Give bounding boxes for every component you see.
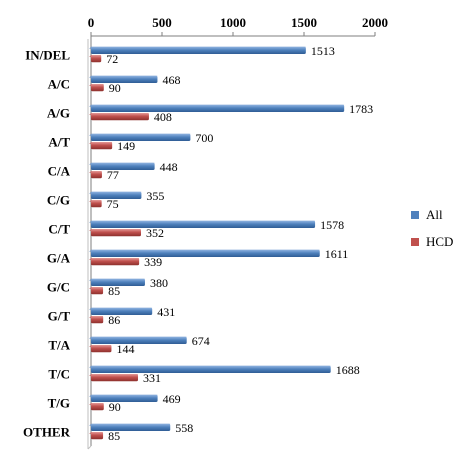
bar-hcd [91,316,104,324]
data-label-all: 674 [192,334,210,348]
legend: All HCD [411,207,453,249]
data-label-all: 1513 [311,44,335,58]
bar-all [91,133,191,141]
category-label: G/T [48,309,71,324]
bar-hcd [91,229,141,237]
category-label: OTHER [23,425,71,440]
x-tick-label: 0 [88,15,95,30]
data-label-all: 700 [195,131,213,145]
bars-layer [89,46,345,440]
data-label-hcd: 90 [109,400,121,414]
data-label-hcd: 90 [109,81,121,95]
data-label-hcd: 85 [108,284,120,298]
data-label-hcd: 72 [106,52,118,66]
legend-swatch-hcd [411,238,419,246]
bar-all [91,394,158,402]
bar-all [91,423,171,431]
bar-hcd [91,432,104,440]
data-label-all: 469 [163,392,181,406]
category-label: G/A [47,251,71,266]
x-tick-label: 2000 [362,15,388,30]
bar-hcd [91,171,102,179]
data-label-all: 355 [146,189,164,203]
bar-hcd [91,84,104,92]
data-label-all: 1578 [320,218,344,232]
data-label-hcd: 149 [117,139,135,153]
data-label-hcd: 339 [144,255,162,269]
bar-hcd [91,374,139,382]
category-label: G/C [47,280,70,295]
x-tick-label: 1500 [291,15,317,30]
data-label-all: 558 [175,421,193,435]
data-label-all: 1783 [349,102,373,116]
data-label-hcd: 77 [107,168,119,182]
data-label-all: 1688 [336,363,360,377]
data-label-all: 431 [157,305,175,319]
bar-hcd [91,200,102,208]
category-label: C/G [47,193,70,208]
bar-all [91,162,155,170]
data-label-hcd: 86 [108,313,120,327]
data-label-hcd: 144 [116,342,134,356]
data-label-hcd: 75 [107,197,119,211]
category-label: A/T [48,135,70,150]
category-label: T/C [48,367,70,382]
bar-hcd [91,258,140,266]
category-label: C/A [48,164,71,179]
bar-hcd [91,403,104,411]
bar-all [91,104,345,112]
bar-all [91,249,320,257]
category-label: T/G [48,396,70,411]
bar-all [91,336,187,344]
data-label-hcd: 331 [143,371,161,385]
data-label-hcd: 408 [154,110,172,124]
data-label-hcd: 352 [146,226,164,240]
category-label: T/A [48,338,70,353]
data-label-all: 448 [160,160,178,174]
bar-all [91,220,316,228]
bar-hcd [91,287,104,295]
bar-all [91,365,331,373]
data-label-hcd: 85 [108,429,120,443]
category-label: A/C [48,77,70,92]
data-label-all: 1611 [325,247,349,261]
bar-all [91,75,158,83]
legend-swatch-all [411,211,419,219]
legend-label-all: All [426,207,443,222]
data-label-all: 468 [162,73,180,87]
bar-all [91,46,306,54]
bar-hcd [91,113,149,121]
category-label: C/T [48,222,70,237]
bar-all [91,278,145,286]
labels-layer: IN/DEL 1513 72 A/C 468 90 A/G 1783 408 A/T 700 149 C… [23,44,373,443]
category-label: A/G [47,106,70,121]
bar-all [91,191,142,199]
category-label: IN/DEL [25,48,70,63]
data-label-all: 380 [150,276,168,290]
bar-hcd [91,142,113,150]
y-axis-floor-edge [87,445,92,450]
bar-hcd [91,55,102,63]
x-tick-label: 500 [152,15,172,30]
bar-all [91,307,153,315]
x-tick-label: 1000 [220,15,246,30]
legend-label-hcd: HCD [426,234,453,249]
bar-hcd [91,345,112,353]
